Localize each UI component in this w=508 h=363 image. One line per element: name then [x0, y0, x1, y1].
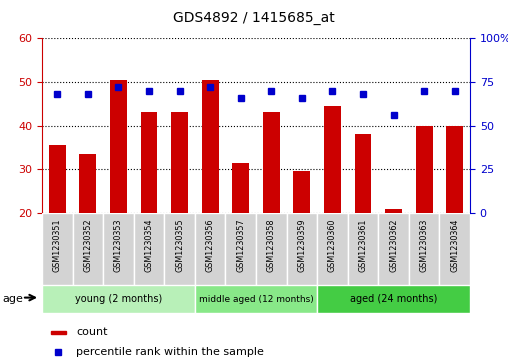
Bar	[202, 79, 218, 213]
Bar	[347, 213, 378, 285]
Bar	[287, 213, 317, 285]
Text: GSM1230358: GSM1230358	[267, 219, 276, 272]
Text: GSM1230355: GSM1230355	[175, 219, 184, 272]
Text: middle aged (12 months): middle aged (12 months)	[199, 294, 313, 303]
Text: GDS4892 / 1415685_at: GDS4892 / 1415685_at	[173, 11, 335, 25]
Text: GSM1230357: GSM1230357	[236, 219, 245, 272]
Bar	[416, 126, 432, 213]
Bar	[409, 213, 439, 285]
Bar	[447, 126, 463, 213]
Bar	[317, 285, 470, 313]
Text: GSM1230362: GSM1230362	[389, 219, 398, 272]
Bar	[439, 213, 470, 285]
Bar	[51, 331, 66, 334]
Bar	[110, 79, 127, 213]
Bar	[42, 213, 73, 285]
Text: age: age	[2, 294, 23, 304]
Bar	[294, 171, 310, 213]
Bar	[103, 213, 134, 285]
Text: GSM1230363: GSM1230363	[420, 219, 429, 272]
Bar	[195, 213, 226, 285]
Text: GSM1230359: GSM1230359	[297, 219, 306, 272]
Bar	[317, 213, 347, 285]
Bar	[49, 145, 66, 213]
Text: count: count	[76, 327, 108, 337]
Bar	[355, 134, 371, 213]
Bar	[141, 113, 157, 213]
Bar	[385, 209, 402, 213]
Bar	[42, 285, 195, 313]
Text: aged (24 months): aged (24 months)	[350, 294, 437, 304]
Text: GSM1230364: GSM1230364	[450, 219, 459, 272]
Bar	[73, 213, 103, 285]
Bar	[134, 213, 164, 285]
Text: GSM1230353: GSM1230353	[114, 219, 123, 272]
Bar	[171, 113, 188, 213]
Text: percentile rank within the sample: percentile rank within the sample	[76, 347, 264, 357]
Text: GSM1230351: GSM1230351	[53, 219, 62, 272]
Text: young (2 months): young (2 months)	[75, 294, 162, 304]
Bar	[256, 213, 287, 285]
Bar	[232, 163, 249, 213]
Bar	[263, 113, 280, 213]
Bar	[164, 213, 195, 285]
Bar	[79, 154, 96, 213]
Text: GSM1230360: GSM1230360	[328, 219, 337, 272]
Bar	[378, 213, 409, 285]
Text: GSM1230354: GSM1230354	[144, 219, 153, 272]
Text: GSM1230352: GSM1230352	[83, 219, 92, 272]
Bar	[195, 285, 317, 313]
Text: GSM1230356: GSM1230356	[206, 219, 215, 272]
Bar	[324, 106, 341, 213]
Bar	[226, 213, 256, 285]
Text: GSM1230361: GSM1230361	[359, 219, 367, 272]
